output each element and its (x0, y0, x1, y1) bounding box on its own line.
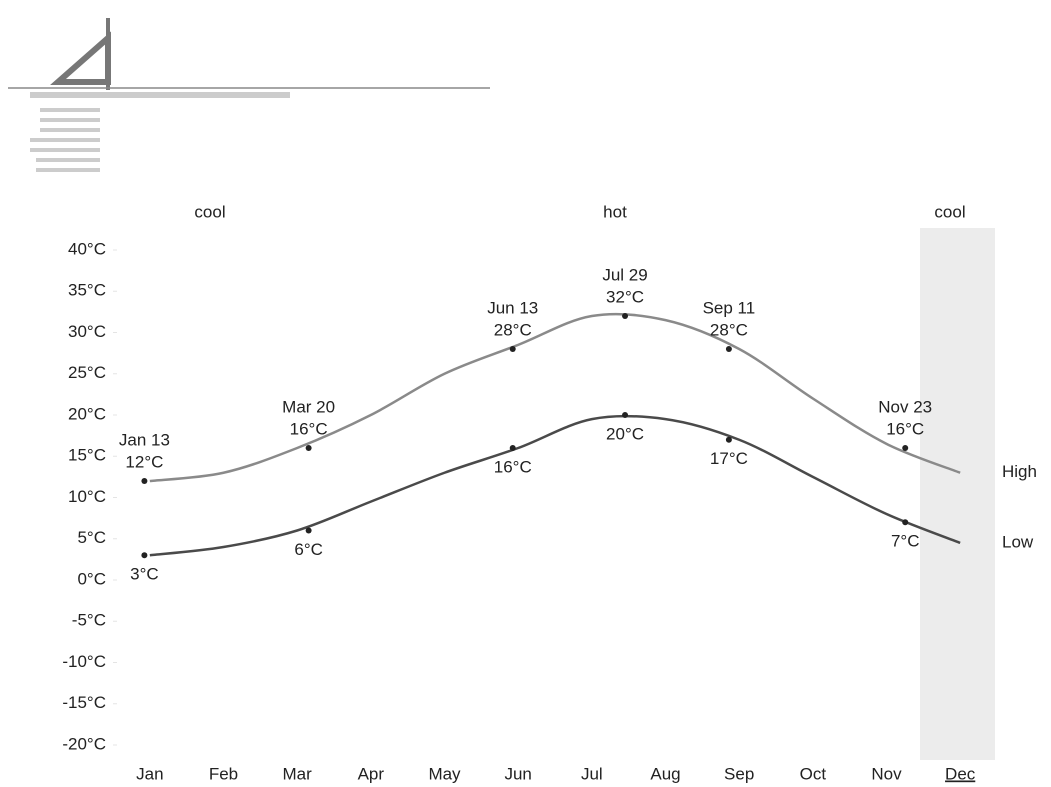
series-line (149, 312, 961, 483)
x-tick-label: Jun (504, 764, 531, 783)
y-tick-label: -15°C (62, 693, 106, 712)
annotation-point (902, 519, 909, 526)
annotation-point (509, 346, 516, 352)
y-tick-label: 20°C (68, 404, 106, 423)
x-tick-label: Jul (581, 764, 603, 783)
annotation-date: Mar 20 (282, 397, 335, 416)
x-tick-label: Oct (800, 764, 827, 783)
y-tick-label: 0°C (77, 569, 106, 588)
y-tick-label: 25°C (68, 363, 106, 382)
annotation-point (141, 478, 148, 484)
annotation-point (622, 412, 629, 418)
y-tick-label: 15°C (68, 446, 106, 465)
annotation-value: 28°C (494, 320, 532, 339)
x-tick-label: Nov (871, 764, 902, 783)
y-tick-label: -5°C (72, 611, 106, 630)
annotation-value: 16°C (290, 419, 328, 438)
current-month-band (920, 228, 995, 760)
annotation-point (305, 527, 312, 534)
x-tick-label: Sep (724, 764, 754, 783)
logo (8, 18, 490, 172)
annotation-date: Jan 13 (119, 430, 170, 449)
annotation-date: Sep 11 (703, 298, 756, 317)
annotation-value: 12°C (125, 452, 163, 471)
annotation-value: 7°C (891, 532, 920, 551)
series-line (149, 414, 961, 557)
x-tick-label: Mar (283, 764, 313, 783)
x-tick-label: Jan (136, 764, 163, 783)
y-tick-label: -20°C (62, 734, 106, 753)
y-tick-label: -10°C (62, 652, 106, 671)
series-label: Low (1002, 532, 1034, 551)
annotation-value: 3°C (130, 565, 159, 584)
annotation-value: 16°C (886, 419, 924, 438)
annotation-point (725, 346, 732, 352)
y-tick-label: 10°C (68, 487, 106, 506)
series-label: High (1002, 462, 1037, 481)
y-tick-label: 40°C (68, 239, 106, 258)
season-label: cool (934, 202, 965, 221)
annotation-value: 6°C (294, 540, 323, 559)
annotation-date: Jun 13 (487, 298, 538, 317)
annotation-value: 28°C (710, 320, 748, 339)
season-label: cool (194, 202, 225, 221)
y-tick-label: 5°C (77, 528, 106, 547)
x-tick-label: May (428, 764, 461, 783)
x-tick-label: Dec (945, 764, 976, 783)
annotation-point (141, 552, 148, 559)
annotation-value: 32°C (606, 287, 644, 306)
annotation-point (305, 445, 312, 451)
y-tick-label: 35°C (68, 281, 106, 300)
x-tick-label: Feb (209, 764, 238, 783)
x-tick-label: Aug (650, 764, 680, 783)
annotation-date: Nov 23 (878, 397, 932, 416)
annotation-value: 17°C (710, 449, 748, 468)
x-tick-label: Apr (358, 764, 385, 783)
annotation-point (725, 436, 732, 443)
annotation-date: Jul 29 (602, 265, 647, 284)
y-tick-label: 30°C (68, 322, 106, 341)
season-label: hot (603, 202, 627, 221)
annotation-point (622, 313, 629, 319)
annotation-value: 20°C (606, 424, 644, 443)
annotation-point (902, 445, 909, 451)
annotation-value: 16°C (494, 457, 532, 476)
annotation-point (509, 445, 516, 451)
